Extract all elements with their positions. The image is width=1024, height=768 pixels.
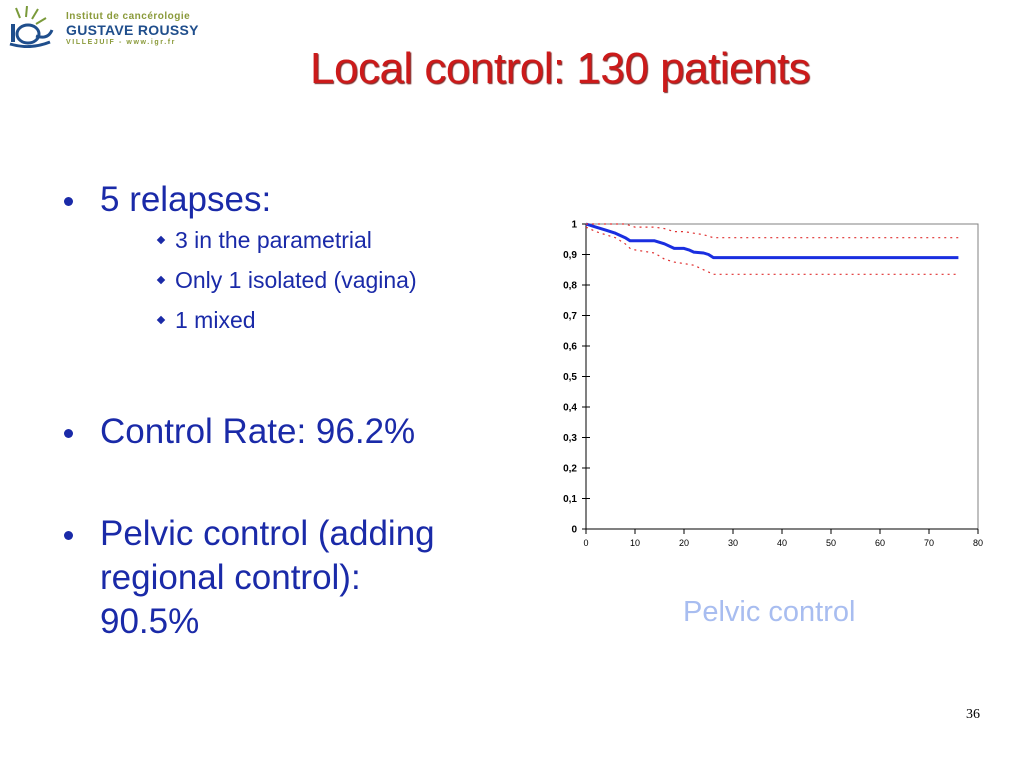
plot-area-frame <box>585 223 979 530</box>
pelvic-line-2: regional control): <box>100 558 361 597</box>
sub-bullet-mixed: 1 mixed <box>58 300 508 340</box>
y-tick-label: 0,3 <box>563 433 577 444</box>
sub-bullet-parametrial: 3 in the parametrial <box>58 220 508 260</box>
y-tick-label: 0,6 <box>563 342 577 353</box>
chart-series-group <box>585 222 959 275</box>
sub-bullet-isolated: Only 1 isolated (vagina) <box>58 260 508 300</box>
x-tick-label: 50 <box>826 538 836 548</box>
page-number: 36 <box>966 707 980 722</box>
slide-title: Local control: 130 patients <box>310 44 811 93</box>
series-line-upper <box>586 223 959 239</box>
x-tick-label: 20 <box>679 538 689 548</box>
y-tick-label: 0,9 <box>563 250 577 261</box>
x-tick-label: 40 <box>777 538 787 548</box>
pelvic-line-1: Pelvic control (adding <box>100 514 435 553</box>
x-tick-label: 0 <box>583 538 588 548</box>
bullet-pelvic-control: Pelvic control (adding regional control)… <box>58 512 508 644</box>
bullet-relapses: 5 relapses: <box>58 178 508 222</box>
x-tick-label: 70 <box>924 538 934 548</box>
chart-axes: 00,10,20,30,40,50,60,70,80,910 10 20 30 40 50… <box>563 220 983 549</box>
sub-bullet-list: 3 in the parametrial Only 1 isolated (va… <box>58 220 508 340</box>
y-tick-label: 0,8 <box>563 281 577 292</box>
series-line-estimate <box>585 222 959 260</box>
x-tick-label: 80 <box>973 538 983 548</box>
chart-caption: Pelvic control <box>683 596 856 628</box>
y-tick-label: 0,4 <box>563 403 577 414</box>
y-tick-label: 0,1 <box>563 494 577 505</box>
y-tick-label: 0,2 <box>563 464 577 475</box>
pelvic-control-chart: 00,10,20,30,40,50,60,70,80,910 10 20 30 40 50… <box>563 220 983 549</box>
bullet-list: 5 relapses: 3 in the parametrial Only 1 … <box>58 178 508 644</box>
logo-line-1: Institut de cancérologie <box>66 11 191 22</box>
y-tick-label: 0 <box>571 525 577 536</box>
y-tick-label: 0,7 <box>563 311 577 322</box>
logo: Institut de cancérologie GUSTAVE ROUSSY … <box>6 6 216 50</box>
x-tick-label: 10 <box>630 538 640 548</box>
institute-logo-icon <box>9 6 54 48</box>
y-tick-label: 0,5 <box>563 372 577 383</box>
logo-line-2: GUSTAVE ROUSSY <box>66 22 199 38</box>
logo-line-3: VILLEJUIF - www.igr.fr <box>66 39 177 46</box>
x-tick-label: 30 <box>728 538 738 548</box>
y-tick-label: 1 <box>571 220 577 231</box>
bullet-control-rate: Control Rate: 96.2% <box>58 410 508 454</box>
series-line-lower <box>585 226 959 275</box>
pelvic-line-3: 90.5% <box>100 602 200 641</box>
x-tick-label: 60 <box>875 538 885 548</box>
